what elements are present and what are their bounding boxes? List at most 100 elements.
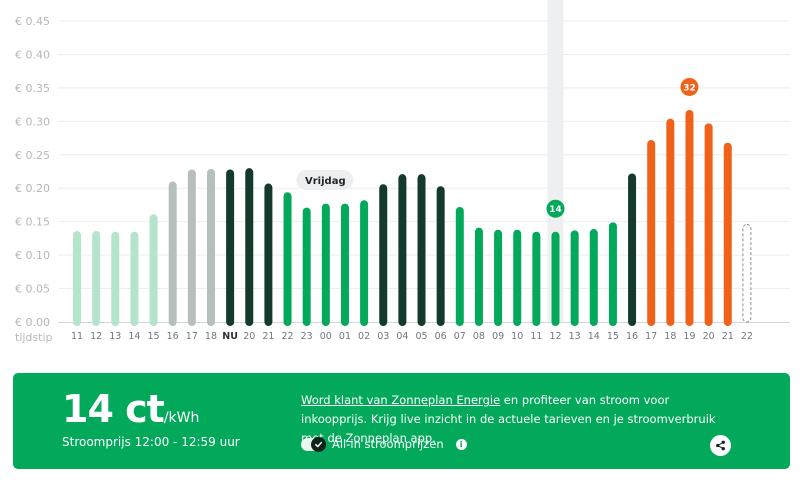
peak-price-bubble [680,77,699,96]
x-tick-label: 10 [511,331,523,342]
x-tick-label: 15 [148,331,160,342]
bar [513,229,522,326]
bar [723,142,732,326]
bar [92,231,101,326]
promo-text: Word klant van Zonneplan Energie en prof… [301,391,731,448]
price-period: Stroomprijs 12:00 - 12:59 uur [62,435,240,449]
bar [417,174,426,326]
x-tick-label: 20 [243,331,255,342]
bar [379,184,388,326]
y-tick-label: € 0.35 [15,82,50,95]
x-tick-label: 11 [530,331,542,342]
x-tick-label: 08 [473,331,485,342]
x-tick-label: 12 [549,331,561,342]
x-tick-label: 03 [377,331,389,342]
bar [608,222,617,326]
bar [245,168,254,326]
x-tick-label: 17 [186,331,198,342]
promo-body: en profiteer van stroom voor inkoopprijs… [301,393,716,445]
x-tick-label: 01 [339,331,351,342]
x-tick-label: 16 [626,331,638,342]
bar [73,231,81,326]
all-in-toggle-row: All-in stroomprijzen i [301,436,467,452]
bar [666,118,675,326]
peak-price-label: 32 [683,83,696,93]
y-tick-label: € 0.20 [15,182,50,195]
bar [168,181,177,326]
x-tick-label: 14 [588,331,600,342]
bar [149,214,158,326]
y-tick-label: € 0.45 [15,15,50,28]
x-tick-label: 12 [90,331,102,342]
x-tick-label: 00 [320,331,332,342]
x-tick-label: 14 [128,331,140,342]
x-tick-label: 09 [492,331,504,342]
bar [111,231,120,326]
x-tick-label: 22 [741,331,753,342]
y-tick-label: € 0.10 [15,249,50,262]
y-tick-label: € 0.30 [15,115,50,128]
y-tick-label: € 0.15 [15,216,50,229]
x-tick-label: 05 [415,331,427,342]
toggle-label: All-in stroomprijzen [332,437,444,451]
day-marker-pill [296,170,354,190]
selected-price-bubble [546,199,565,218]
day-marker-label: Vrijdag [305,176,346,187]
bar [494,229,503,326]
bar [302,207,311,326]
price-value: 14 ct [62,387,165,431]
x-tick-label: 11 [71,331,83,342]
x-tick-label: 23 [301,331,313,342]
bar [226,169,235,326]
bar [398,174,407,326]
bar [455,206,464,326]
x-tick-label: 02 [358,331,370,342]
x-tick-label: 22 [281,331,293,342]
info-icon[interactable]: i [455,438,467,450]
bar [570,230,579,326]
x-tick-label: 19 [683,331,695,342]
all-in-toggle[interactable] [301,436,326,452]
y-tick-label: € 0.00 [15,316,50,329]
x-tick-label: 15 [607,331,619,342]
x-tick-label: 06 [435,331,447,342]
bar [685,109,694,326]
bar [264,183,273,326]
x-tick-label: 16 [167,331,179,342]
bar [206,168,215,326]
bar [187,169,196,326]
price-info-panel: 14 ct/kWh Stroomprijs 12:00 - 12:59 uur … [13,373,790,469]
bar [360,200,369,326]
bar [551,231,560,326]
x-tick-label: 17 [645,331,657,342]
x-tick-label: 13 [109,331,121,342]
selected-price-label: 14 [549,205,562,215]
x-tick-label: 07 [454,331,466,342]
promo-link[interactable]: Word klant van Zonneplan Energie [301,393,501,407]
bar [321,203,330,326]
price-chart: € 0.45 € 0.40 € 0.35 € 0.30 € 0.25 € 0.20 € 0.… [15,0,790,344]
bar [704,123,713,326]
bar [130,231,139,326]
bar [474,227,483,326]
y-tick-label: € 0.05 [15,283,50,296]
bar [283,192,292,326]
x-tick-label: 21 [262,331,274,342]
bar [532,231,541,326]
bar [589,229,598,326]
price-unit: /kWh [163,410,200,426]
bar [436,186,445,326]
bar [647,140,656,326]
x-tick-label: NU [222,331,238,342]
share-icon[interactable] [710,435,731,456]
x-tick-label: 04 [396,331,408,342]
y-tick-label: € 0.40 [15,48,50,61]
bar [340,203,349,326]
x-tick-label: 20 [703,331,715,342]
x-tick-label: 18 [664,331,676,342]
axis-title: tijdstip [15,331,53,344]
current-price: 14 ct/kWh [62,387,199,431]
x-tick-label: 21 [722,331,734,342]
y-tick-label: € 0.25 [15,149,50,162]
check-icon [311,436,326,452]
